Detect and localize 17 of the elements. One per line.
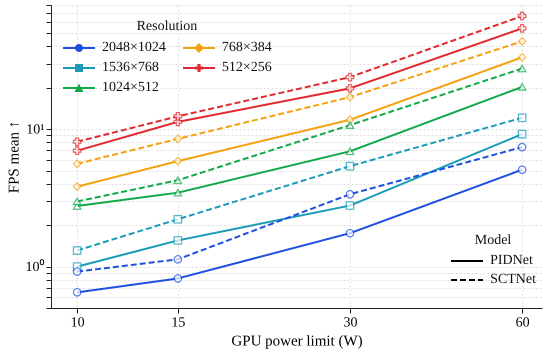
legend-label: 512×256 [222,59,272,77]
legend-label: 1536×768 [102,59,159,77]
x-tick-label: 15 [171,316,186,330]
y-tick-label: 10⁰ [26,259,44,276]
legend-title: Resolution [136,18,198,36]
x-tick-label: 60 [516,316,530,330]
x-tick-label: 10 [70,316,85,330]
annotation: SCTNet [490,271,536,289]
y-axis-title: FPS mean ↑ [6,120,22,194]
x-axis-title: GPU power limit (W) [231,334,363,350]
y-tick-label: 10¹ [26,122,44,138]
annotation: Model [474,232,512,250]
annotation: PIDNet [490,252,533,270]
legend-label: 768×384 [222,39,272,57]
legend-label: 1024×512 [102,79,159,97]
legend-label: 2048×1024 [102,39,166,57]
x-tick-label: 30 [343,316,358,330]
